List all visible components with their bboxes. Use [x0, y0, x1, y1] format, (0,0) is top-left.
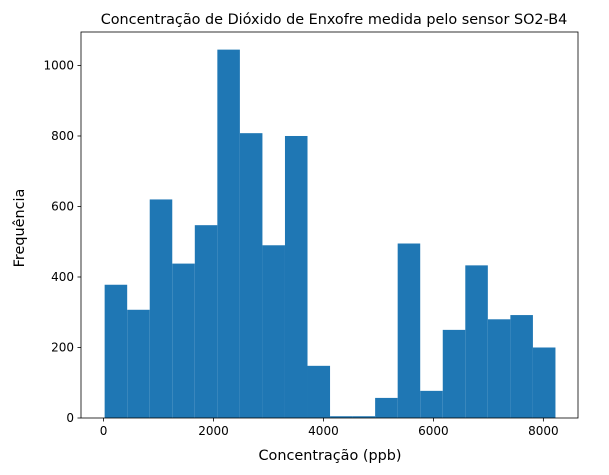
y-tick-label: 600 — [51, 200, 74, 214]
histogram-bar — [284, 135, 308, 419]
histogram-bar — [149, 199, 173, 418]
x-tick-label: 0 — [100, 424, 108, 438]
histogram-bar — [307, 365, 331, 418]
histogram-bar — [532, 347, 556, 418]
x-axis-label: Concentração (ppb) — [259, 448, 402, 464]
y-tick-label: 800 — [51, 129, 74, 143]
histogram-bar — [172, 263, 195, 418]
y-tick-label: 0 — [66, 411, 74, 425]
axes-frame — [80, 31, 579, 419]
histogram-bar — [330, 416, 353, 418]
x-axis-ticks: 0 2000 4000 6000 8000 — [100, 418, 559, 438]
x-tick-label: 4000 — [308, 424, 339, 438]
histogram-bar — [217, 49, 240, 418]
bars-group — [104, 49, 556, 419]
histogram-bar — [487, 319, 511, 418]
y-axis-ticks: 0 200 400 600 800 1000 — [43, 59, 81, 425]
histogram-bar — [510, 315, 533, 418]
histogram-bar — [420, 390, 443, 418]
histogram-bar — [104, 284, 128, 418]
y-tick-label: 400 — [51, 270, 74, 284]
histogram-bar — [262, 245, 285, 418]
chart-title: Concentração de Dióxido de Enxofre medid… — [101, 12, 568, 28]
y-tick-label: 1000 — [43, 59, 74, 73]
y-axis-label: Frequência — [12, 189, 28, 268]
histogram-bar — [239, 133, 263, 418]
histogram-bar — [465, 265, 488, 418]
histogram-bar — [442, 329, 466, 418]
x-tick-label: 2000 — [198, 424, 229, 438]
histogram-bar — [375, 397, 398, 418]
histogram-bar — [127, 309, 150, 418]
axes-border — [80, 31, 579, 419]
histogram-bar — [352, 416, 376, 418]
histogram-bar — [194, 225, 218, 418]
x-tick-label: 8000 — [528, 424, 559, 438]
y-tick-label: 200 — [51, 341, 74, 355]
histogram-bar — [397, 243, 421, 418]
x-tick-label: 6000 — [418, 424, 449, 438]
